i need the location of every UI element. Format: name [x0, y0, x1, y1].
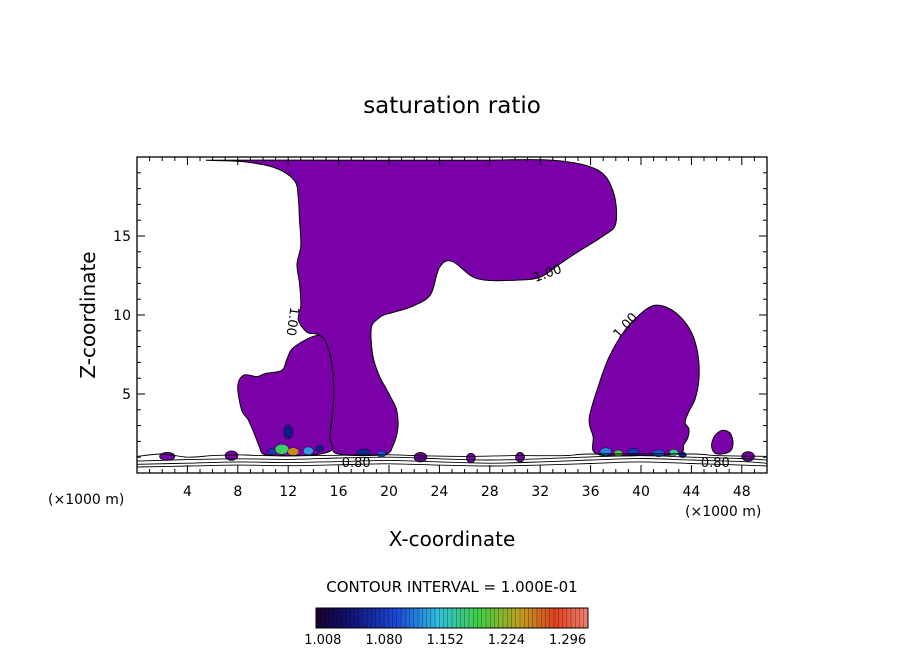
hotspot-cell	[669, 449, 679, 456]
contour-label: 0.80	[701, 456, 730, 471]
hotspot-cell	[287, 447, 300, 456]
hotspot-cell	[274, 444, 290, 455]
colorbar-tick-label: 1.080	[365, 633, 402, 648]
small-cell	[413, 452, 428, 463]
saturated-regions	[205, 158, 734, 457]
region-upper-cloud	[205, 158, 618, 457]
x-tick-label: 24	[430, 484, 448, 500]
surface-contour	[137, 458, 767, 465]
x-tick-label: 12	[279, 484, 297, 500]
hotspot-cell	[283, 424, 293, 440]
contour-label: 1.00	[283, 306, 302, 337]
colorbar-tick-label: 1.296	[549, 633, 586, 648]
small-cell	[466, 452, 476, 464]
hotspot-cell	[267, 448, 276, 456]
contour-interval-text: CONTOUR INTERVAL = 1.000E-01	[326, 578, 577, 596]
surface-contour	[137, 461, 767, 468]
hotspot-cell	[627, 447, 640, 456]
colorbar-tick-label: 1.152	[427, 633, 464, 648]
chart-title: saturation ratio	[363, 93, 541, 119]
region-left-stalk	[237, 334, 335, 457]
y-tick-label: 10	[113, 308, 131, 324]
x-tick-label: 28	[481, 484, 499, 500]
hotspot-cell	[599, 447, 612, 456]
small-cell	[515, 452, 525, 463]
plot-area	[137, 158, 767, 468]
x-tick-label: 44	[682, 484, 700, 500]
x-tick-label: 48	[733, 484, 751, 500]
hotspot-cell	[356, 448, 371, 457]
x-unit-label-left: (×1000 m)	[48, 492, 124, 508]
x-tick-label: 16	[330, 484, 348, 500]
hotspot-cell	[303, 446, 314, 456]
high-value-cells	[267, 424, 687, 458]
x-tick-label: 8	[233, 484, 242, 500]
y-tick-labels: 5 10 15	[113, 229, 131, 403]
colorbar-labels: 1.008 1.080 1.152 1.224 1.296	[304, 633, 586, 648]
surface-contour	[137, 453, 767, 458]
colorbar-tick-label: 1.224	[488, 633, 525, 648]
hotspot-cell	[613, 449, 623, 457]
surface-contour	[137, 455, 767, 462]
x-axis-label: X-coordinate	[389, 527, 516, 551]
x-tick-label: 32	[531, 484, 549, 500]
surface-contours	[137, 453, 767, 468]
contour-label: 0.80	[342, 456, 371, 471]
y-tick-label: 15	[113, 229, 131, 245]
hotspot-cell	[652, 449, 666, 457]
x-unit-label-right: (×1000 m)	[685, 504, 761, 520]
hotspot-cell	[376, 450, 387, 458]
x-tick-label: 40	[632, 484, 650, 500]
hotspot-cell	[315, 445, 324, 452]
region-right-small-cell	[711, 429, 734, 455]
x-tick-labels: 4 8 12 16 20 24 28 32 36 40 44 48	[183, 484, 751, 500]
y-axis-label: Z-coordinate	[76, 251, 100, 378]
axis-ticks	[137, 157, 767, 473]
hotspot-cell	[678, 451, 687, 458]
region-right-cell	[588, 304, 700, 457]
small-cell	[224, 450, 239, 461]
colorbar-ticks	[320, 608, 584, 628]
y-tick-label: 5	[122, 387, 131, 403]
x-tick-label: 20	[380, 484, 398, 500]
x-tick-label: 4	[183, 484, 192, 500]
x-tick-label: 36	[582, 484, 600, 500]
colorbar-tick-label: 1.008	[304, 633, 341, 648]
